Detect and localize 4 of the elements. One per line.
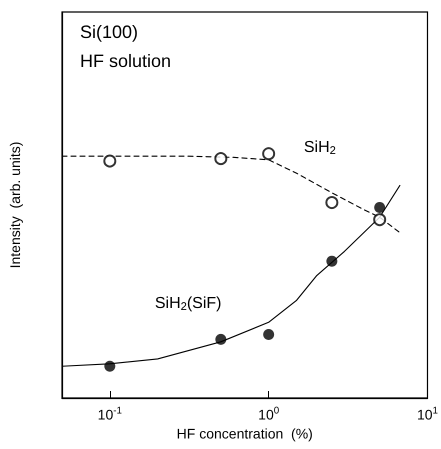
x-axis-title: HF concentration (%) [176, 425, 313, 442]
chart-title: Si(100) [80, 22, 138, 42]
y-axis-title: Intensity (arb. units) [7, 142, 23, 268]
chart-subtitle: HF solution [80, 51, 172, 71]
